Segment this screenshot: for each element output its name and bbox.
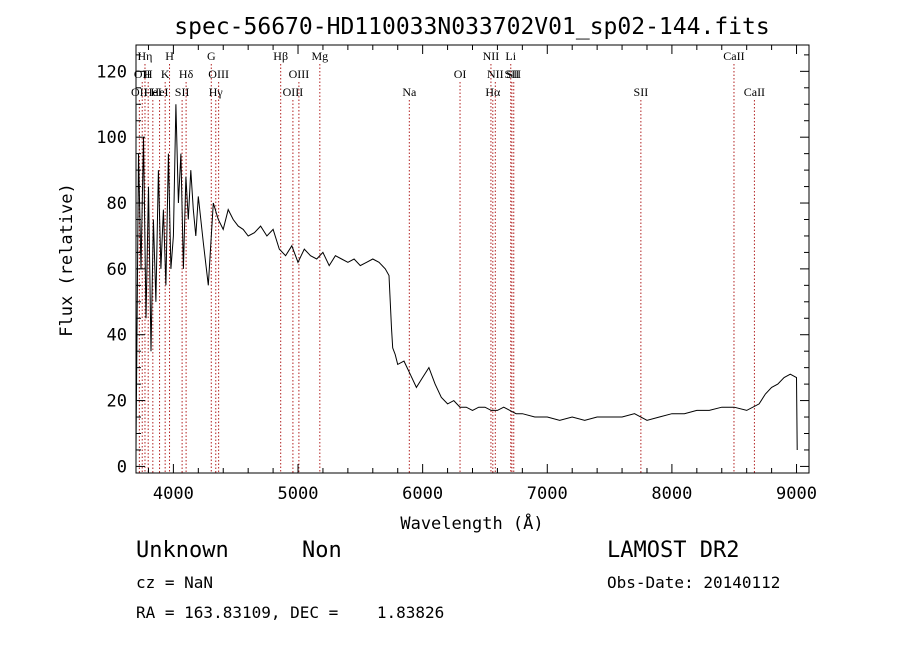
object-class: Unknown bbox=[136, 538, 229, 563]
spectrum-line bbox=[135, 104, 798, 451]
spectral-line-label: OI bbox=[454, 67, 467, 81]
x-tick-label: 8000 bbox=[651, 484, 692, 504]
spectral-line-label: OII bbox=[131, 85, 148, 99]
y-axis-ticks: 0 20 40 60 80 100 120 bbox=[96, 54, 809, 477]
x-tick-label: 7000 bbox=[527, 484, 568, 504]
spectral-line-label: H bbox=[165, 49, 174, 63]
survey-name: LAMOST DR2 bbox=[607, 538, 740, 563]
y-tick-label: 60 bbox=[107, 260, 127, 280]
spectral-line-label: OII bbox=[134, 67, 151, 81]
x-axis-ticks: 4000 5000 6000 7000 8000 9000 bbox=[147, 45, 817, 504]
x-tick-label: 9000 bbox=[776, 484, 817, 504]
spectral-line-label: SII bbox=[505, 67, 520, 81]
y-tick-label: 40 bbox=[107, 326, 127, 346]
x-tick-label: 6000 bbox=[402, 484, 443, 504]
y-tick-label: 20 bbox=[107, 392, 127, 412]
spectral-line-label: SII bbox=[506, 67, 521, 81]
x-axis-label: Wavelength (Å) bbox=[400, 512, 543, 534]
spectral-line-label: SII bbox=[634, 85, 649, 99]
spectral-line-label: Mg bbox=[311, 49, 328, 63]
spectral-line-label: CaII bbox=[723, 49, 744, 63]
y-tick-label: 120 bbox=[96, 62, 127, 82]
x-tick-label: 4000 bbox=[153, 484, 194, 504]
spectral-line-label: Hγ bbox=[209, 85, 224, 99]
spectral-line-label: OIII bbox=[283, 85, 304, 99]
spectral-line-label: H bbox=[144, 67, 153, 81]
spectral-line-label: Hβ bbox=[273, 49, 288, 63]
spectral-line-label: OIII bbox=[208, 67, 229, 81]
spectral-line-label: HeI bbox=[151, 85, 169, 99]
spectral-line-label: CaII bbox=[744, 85, 765, 99]
spectral-line-label: Li bbox=[505, 49, 516, 63]
chart-title: spec-56670-HD110033N033702V01_sp02-144.f… bbox=[174, 14, 769, 40]
redshift-value: cz = NaN bbox=[136, 573, 214, 592]
spectral-line-label: NII bbox=[487, 67, 504, 81]
object-subclass: Non bbox=[302, 538, 342, 563]
spectral-line-label: OIII bbox=[289, 67, 310, 81]
plot-frame bbox=[135, 44, 810, 474]
y-tick-label: 80 bbox=[107, 194, 127, 214]
spectral-line-label: Hη bbox=[137, 49, 152, 63]
spectral-line-label: G bbox=[207, 49, 216, 63]
spectral-line-label: Hα bbox=[485, 85, 501, 99]
x-tick-label: 5000 bbox=[278, 484, 319, 504]
y-tick-label: 100 bbox=[96, 128, 127, 148]
spectral-line-label: Na bbox=[402, 85, 417, 99]
sky-coordinates: RA = 163.83109, DEC = 1.83826 bbox=[136, 603, 445, 622]
spectral-line-labels: OIIOIIHηHHeIHeIKHSIIHδGHγOIIIHβOIIIOIIIM… bbox=[131, 49, 765, 99]
observation-date: Obs-Date: 20140112 bbox=[607, 573, 781, 592]
spectral-line-label: Hδ bbox=[179, 67, 194, 81]
spectral-line-label: HeI bbox=[144, 85, 162, 99]
spectral-line-label: K bbox=[161, 67, 170, 81]
spectral-line-label: SII bbox=[175, 85, 190, 99]
spectral-line-label: NII bbox=[483, 49, 500, 63]
spectral-line-markers bbox=[138, 64, 755, 473]
y-axis-label: Flux (relative) bbox=[57, 183, 77, 337]
y-tick-label: 0 bbox=[117, 457, 127, 477]
